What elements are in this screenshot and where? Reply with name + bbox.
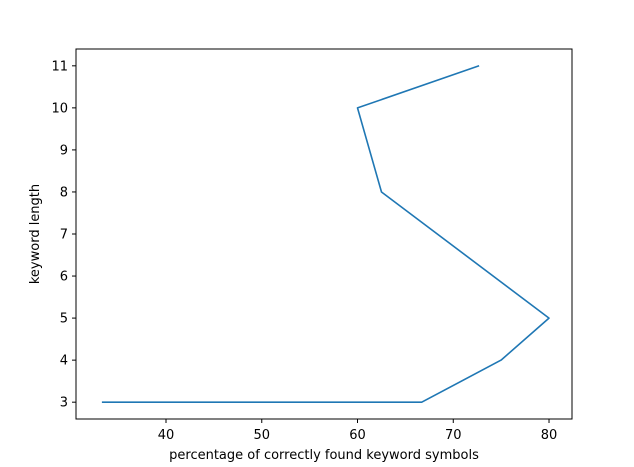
x-axis-label: percentage of correctly found keyword sy… xyxy=(169,448,479,463)
plot-area xyxy=(76,49,572,419)
x-tick-label: 60 xyxy=(349,428,366,443)
y-tick-label: 8 xyxy=(60,185,68,200)
y-tick-label: 6 xyxy=(60,270,68,285)
y-tick-label: 7 xyxy=(60,228,68,243)
x-axis-ticks: 40 50 60 70 80 xyxy=(158,419,558,443)
series-line xyxy=(101,65,550,404)
x-tick-label: 70 xyxy=(445,428,462,443)
x-tick-label: 40 xyxy=(158,428,175,443)
y-tick-label: 10 xyxy=(51,101,68,116)
y-axis-label: keyword length xyxy=(28,184,43,284)
y-tick-label: 9 xyxy=(60,143,68,158)
series-group xyxy=(101,65,550,404)
y-tick-label: 4 xyxy=(60,354,68,369)
x-tick-label: 50 xyxy=(253,428,270,443)
y-tick-label: 5 xyxy=(60,312,68,327)
y-axis-ticks: 3 4 5 6 7 8 9 10 11 xyxy=(51,59,76,411)
y-tick-label: 3 xyxy=(60,396,68,411)
x-tick-label: 80 xyxy=(541,428,558,443)
y-tick-label: 11 xyxy=(51,59,68,74)
